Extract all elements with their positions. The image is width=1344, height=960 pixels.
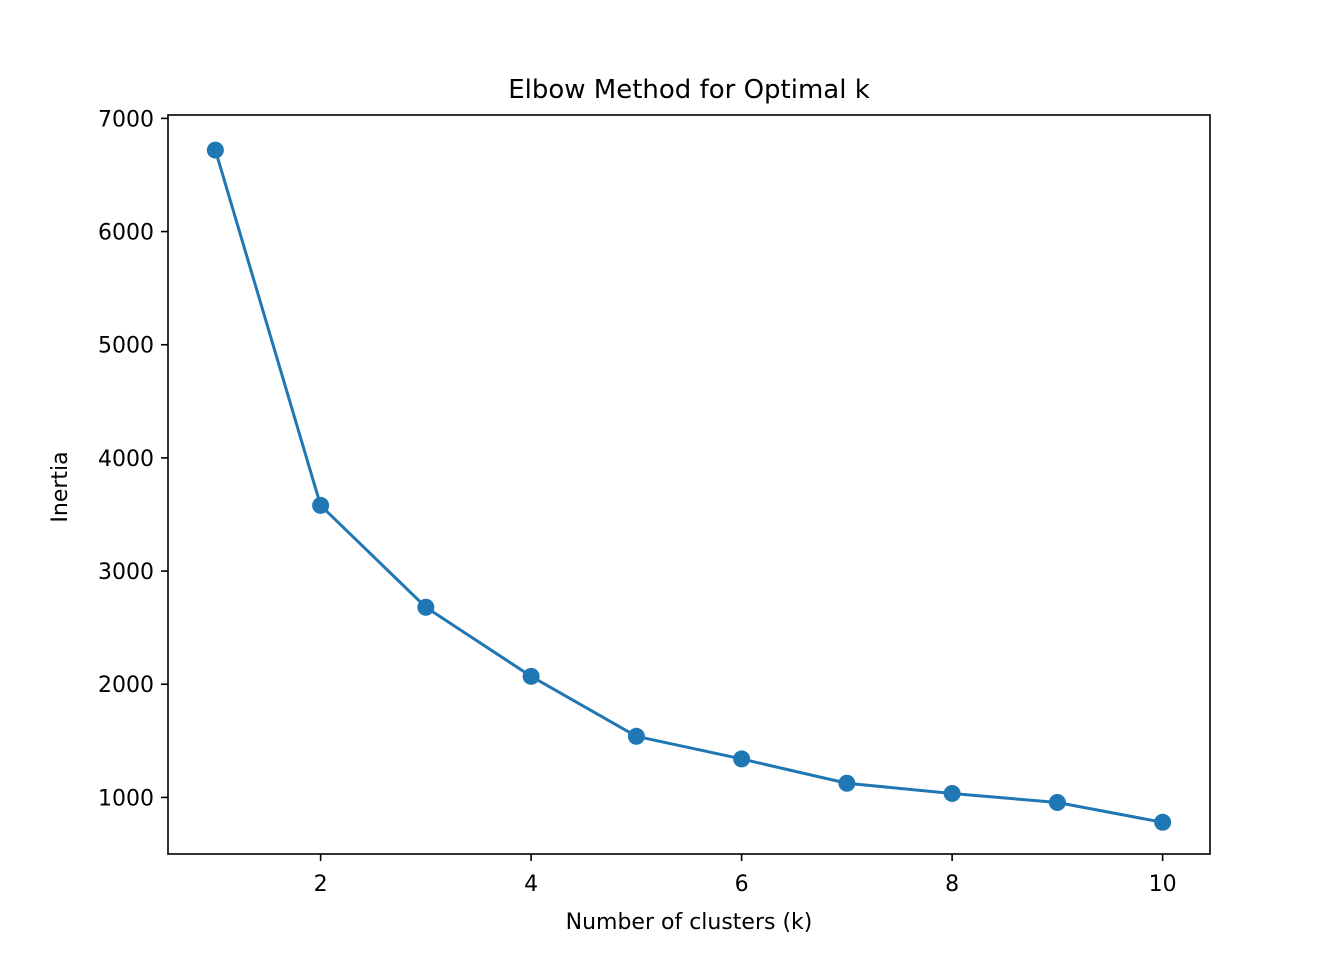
y-axis-label: Inertia [48,451,73,522]
x-tick-label: 4 [524,872,538,897]
x-tick-label: 6 [735,872,749,897]
y-tick-label: 7000 [98,107,154,132]
data-point [1154,813,1172,831]
data-point [943,784,961,802]
y-tick-label: 2000 [98,673,154,698]
data-series [206,141,1172,831]
data-point [522,667,540,685]
data-point [627,727,645,745]
data-point [838,774,856,792]
plot-frame [167,114,1211,855]
data-point [733,750,751,768]
x-tick-label: 10 [1149,872,1177,897]
data-point [1048,794,1066,812]
series-line [213,148,1165,824]
data-point [206,141,224,159]
x-tick-label: 8 [945,872,959,897]
y-tick-label: 6000 [98,221,154,246]
y-tick-label: 5000 [98,334,154,359]
data-point [312,496,330,514]
data-point [417,598,435,616]
y-tick-label: 3000 [98,560,154,585]
y-tick-label: 1000 [98,786,154,811]
y-tick-label: 4000 [98,447,154,472]
x-axis-label: Number of clusters (k) [566,910,813,935]
chart-title: Elbow Method for Optimal k [508,75,870,105]
x-tick-label: 2 [314,872,328,897]
axis-ticks: 2 4 6 8 10 1000 2000 3000 4000 5000 6000 7000 [98,107,1177,897]
